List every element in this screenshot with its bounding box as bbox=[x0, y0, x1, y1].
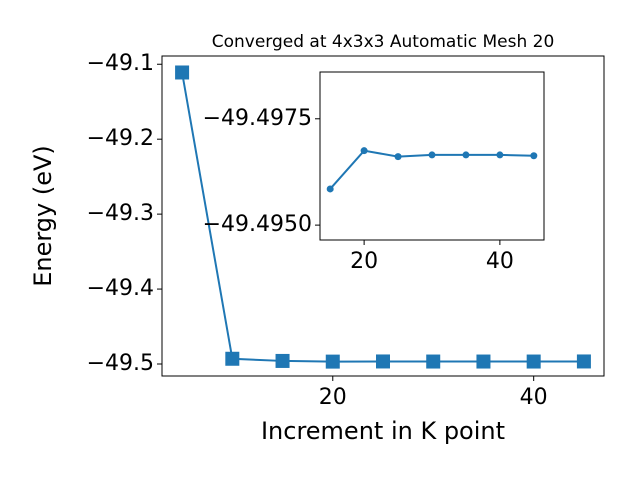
y-tick-label: −49.5 bbox=[87, 351, 154, 376]
x-axis-label: Increment in K point bbox=[261, 417, 505, 445]
x-tick-label: 20 bbox=[319, 385, 347, 410]
marker bbox=[175, 65, 190, 80]
y-tick-label: −49.2 bbox=[87, 126, 154, 151]
marker bbox=[476, 354, 491, 369]
marker bbox=[326, 185, 334, 193]
marker bbox=[275, 353, 290, 368]
marker bbox=[325, 354, 340, 369]
y-tick-label: −49.3 bbox=[87, 201, 154, 226]
marker bbox=[394, 153, 402, 161]
marker bbox=[530, 152, 538, 160]
y-tick-label: −49.4950 bbox=[203, 212, 312, 237]
marker bbox=[426, 354, 441, 369]
x-tick-label: 40 bbox=[486, 249, 514, 274]
y-axis-label: Energy (eV) bbox=[29, 145, 57, 287]
marker bbox=[462, 151, 470, 159]
marker bbox=[576, 354, 591, 369]
marker bbox=[376, 354, 390, 369]
plot-frame bbox=[161, 55, 605, 377]
chart-title: Converged at 4x3x3 Automatic Mesh 20 bbox=[212, 32, 555, 52]
y-tick-label: −49.1 bbox=[87, 51, 154, 76]
plot-frame bbox=[319, 71, 545, 241]
marker bbox=[496, 151, 504, 159]
marker bbox=[526, 354, 541, 369]
x-tick-label: 20 bbox=[350, 249, 378, 274]
marker bbox=[360, 147, 368, 155]
y-tick-label: −49.4975 bbox=[203, 106, 312, 131]
marker bbox=[428, 151, 436, 159]
x-tick-label: 40 bbox=[520, 385, 548, 410]
marker bbox=[225, 351, 240, 366]
y-tick-label: −49.4 bbox=[87, 276, 154, 301]
